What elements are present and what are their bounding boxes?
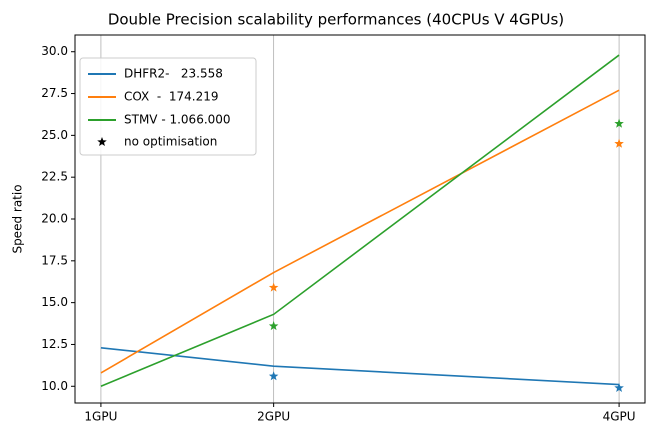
no-optimisation-marker xyxy=(614,138,624,148)
y-tick-label: 15.0 xyxy=(41,295,68,309)
y-tick-label: 12.5 xyxy=(41,337,68,351)
legend-label: no optimisation xyxy=(124,135,217,149)
no-optimisation-marker xyxy=(268,282,279,292)
legend-label: STMV - 1.066.000 xyxy=(124,113,231,127)
legend-label: DHFR2- 23.558 xyxy=(124,67,223,81)
y-tick-label: 22.5 xyxy=(41,170,68,184)
y-tick-label: 20.0 xyxy=(41,212,68,226)
plot-frame xyxy=(74,34,646,404)
y-tick-label: 25.0 xyxy=(41,128,68,142)
x-tick-label: 2GPU xyxy=(257,410,290,424)
y-tick-label: 10.0 xyxy=(41,379,68,393)
y-tick-label: 27.5 xyxy=(41,86,68,100)
chart-title: Double Precision scalability performance… xyxy=(108,11,564,29)
legend-label: COX - 174.219 xyxy=(124,90,219,104)
legend-box xyxy=(79,57,257,156)
no-optimisation-marker xyxy=(614,118,624,128)
series-line xyxy=(100,347,620,386)
series-line xyxy=(100,54,620,388)
no-optimisation-marker xyxy=(614,382,624,392)
y-tick-label: 30.0 xyxy=(41,44,68,58)
y-tick-label: 17.5 xyxy=(41,253,68,267)
legend-swatch xyxy=(97,137,107,147)
series-line xyxy=(100,89,620,374)
y-axis-label: Speed ratio xyxy=(11,184,25,253)
legend: DHFR2- 23.558 COX - 174.219 STMV - 1.066.0… xyxy=(79,57,257,156)
x-tick-label: 1GPU xyxy=(84,410,117,424)
no-optimisation-marker xyxy=(268,321,279,331)
no-optimisation-marker xyxy=(268,371,279,381)
x-tick-label: 4GPU xyxy=(603,410,636,424)
